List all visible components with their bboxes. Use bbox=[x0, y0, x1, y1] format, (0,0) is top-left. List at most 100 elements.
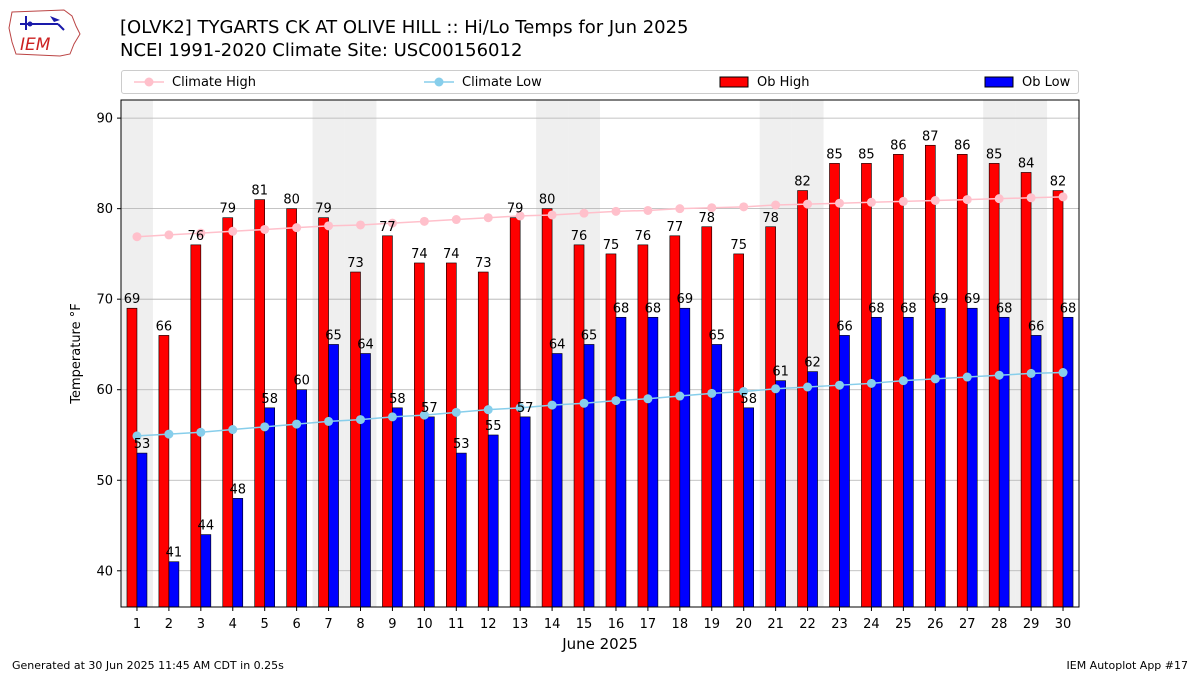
x-tick-label-15: 15 bbox=[576, 617, 593, 632]
x-tick-label-21: 21 bbox=[767, 617, 784, 632]
label-ob-high-28: 85 bbox=[986, 147, 1003, 162]
x-tick-label-7: 7 bbox=[324, 617, 332, 632]
climate-high-point-16 bbox=[611, 206, 621, 216]
climate-high-point-29 bbox=[1026, 193, 1036, 203]
x-tick-label-12: 12 bbox=[480, 617, 497, 632]
label-ob-low-17: 68 bbox=[645, 301, 662, 316]
label-ob-high-17: 76 bbox=[635, 229, 652, 244]
x-tick-label-24: 24 bbox=[863, 617, 880, 632]
label-ob-high-2: 66 bbox=[156, 319, 173, 334]
label-ob-high-27: 86 bbox=[954, 138, 971, 153]
x-tick-label-8: 8 bbox=[356, 617, 364, 632]
label-ob-low-13: 57 bbox=[517, 401, 534, 416]
x-tick-label-22: 22 bbox=[799, 617, 816, 632]
climate-low-point-15 bbox=[579, 398, 589, 408]
bar-ob-low-20 bbox=[743, 407, 755, 608]
label-ob-high-25: 86 bbox=[890, 138, 907, 153]
climate-low-point-30 bbox=[1058, 368, 1068, 378]
label-ob-high-30: 82 bbox=[1050, 175, 1067, 190]
climate-high-point-10 bbox=[419, 216, 429, 226]
x-tick-label-6: 6 bbox=[292, 617, 300, 632]
bar-ob-low-25 bbox=[903, 316, 914, 608]
climate-high-point-11 bbox=[451, 215, 461, 225]
climate-low-point-3 bbox=[196, 427, 206, 437]
legend: Climate High Climate Low Ob High Ob Low bbox=[121, 70, 1079, 94]
climate-low-point-27 bbox=[962, 372, 972, 382]
bar-ob-low-10 bbox=[424, 416, 435, 608]
chart-title: [OLVK2] TYGARTS CK AT OLIVE HILL :: Hi/L… bbox=[120, 17, 689, 38]
climate-low-point-10 bbox=[419, 410, 429, 420]
climate-low-point-14 bbox=[547, 400, 557, 410]
bars bbox=[126, 144, 1074, 608]
climate-low-point-29 bbox=[1026, 368, 1036, 378]
bar-ob-low-24 bbox=[871, 316, 882, 608]
legend-ob-high-marker bbox=[719, 76, 749, 88]
bar-ob-low-16 bbox=[615, 316, 627, 608]
label-ob-high-22: 82 bbox=[794, 175, 811, 190]
x-tick-label-11: 11 bbox=[448, 617, 465, 632]
label-ob-high-12: 73 bbox=[475, 256, 492, 271]
climate-high-point-21 bbox=[771, 200, 781, 210]
bar-ob-high-21 bbox=[765, 226, 776, 608]
climate-low-point-2 bbox=[164, 429, 174, 439]
label-ob-low-12: 55 bbox=[485, 419, 502, 434]
x-tick-label-5: 5 bbox=[261, 617, 269, 632]
label-ob-low-22: 62 bbox=[804, 356, 821, 371]
bar-ob-low-1 bbox=[136, 452, 148, 608]
climate-high-point-1 bbox=[132, 232, 142, 242]
x-tick-label-30: 30 bbox=[1055, 617, 1072, 632]
climate-high-point-28 bbox=[994, 194, 1004, 204]
climate-low-point-24 bbox=[866, 378, 876, 388]
bar-ob-low-13 bbox=[519, 416, 531, 608]
bar-ob-high-22 bbox=[797, 190, 808, 608]
climate-high-point-12 bbox=[483, 213, 493, 223]
climate-high-point-5 bbox=[260, 224, 270, 234]
bar-ob-low-11 bbox=[455, 452, 467, 608]
bar-ob-high-1 bbox=[126, 307, 138, 608]
legend-climate-low: Climate Low bbox=[424, 71, 542, 93]
label-ob-high-18: 77 bbox=[667, 220, 684, 235]
x-tick-label-28: 28 bbox=[991, 617, 1008, 632]
climate-high-point-2 bbox=[164, 230, 174, 240]
label-ob-low-7: 65 bbox=[325, 328, 342, 343]
bar-ob-low-12 bbox=[487, 434, 499, 608]
x-tick-label-13: 13 bbox=[512, 617, 529, 632]
label-ob-low-9: 58 bbox=[389, 392, 406, 407]
climate-low-point-19 bbox=[707, 388, 717, 398]
x-tick-label-14: 14 bbox=[544, 617, 561, 632]
bar-value-labels: 69 53 66 41 76 44 79 48 81 58 80 60 79 65 73 64 77 58 74 57… bbox=[124, 129, 1077, 560]
bar-ob-high-3 bbox=[190, 244, 202, 608]
legend-ob-high: Ob High bbox=[719, 71, 810, 93]
climate-high-point-19 bbox=[707, 203, 717, 213]
bar-ob-low-7 bbox=[328, 344, 339, 608]
climate-high-point-14 bbox=[547, 210, 557, 220]
x-axis-label: June 2025 bbox=[561, 635, 638, 653]
bar-ob-high-2 bbox=[158, 335, 170, 608]
label-ob-high-29: 84 bbox=[1018, 156, 1035, 171]
label-ob-low-27: 69 bbox=[964, 292, 981, 307]
climate-low-point-5 bbox=[260, 422, 270, 432]
climate-low-point-18 bbox=[675, 391, 685, 401]
x-tick-label-26: 26 bbox=[927, 617, 944, 632]
climate-high-point-27 bbox=[962, 195, 972, 205]
x-tick-label-1: 1 bbox=[133, 617, 141, 632]
bar-ob-high-20 bbox=[733, 253, 745, 608]
climate-high-point-13 bbox=[515, 211, 525, 221]
climate-low-point-1 bbox=[132, 431, 142, 441]
climate-low-point-6 bbox=[292, 419, 302, 429]
legend-ob-high-label: Ob High bbox=[757, 74, 810, 90]
bar-ob-low-30 bbox=[1062, 316, 1074, 608]
bar-ob-low-18 bbox=[679, 307, 691, 608]
climate-low-point-4 bbox=[228, 425, 238, 435]
x-tick-label-19: 19 bbox=[703, 617, 720, 632]
climate-low-point-26 bbox=[930, 374, 940, 384]
x-tick-label-9: 9 bbox=[388, 617, 396, 632]
label-ob-low-10: 57 bbox=[421, 401, 438, 416]
label-ob-low-15: 65 bbox=[581, 328, 598, 343]
climate-low-point-21 bbox=[771, 384, 781, 394]
x-tick-label-2: 2 bbox=[165, 617, 173, 632]
label-ob-high-5: 81 bbox=[251, 184, 268, 199]
x-tick-label-18: 18 bbox=[672, 617, 689, 632]
climate-high-point-15 bbox=[579, 208, 589, 218]
